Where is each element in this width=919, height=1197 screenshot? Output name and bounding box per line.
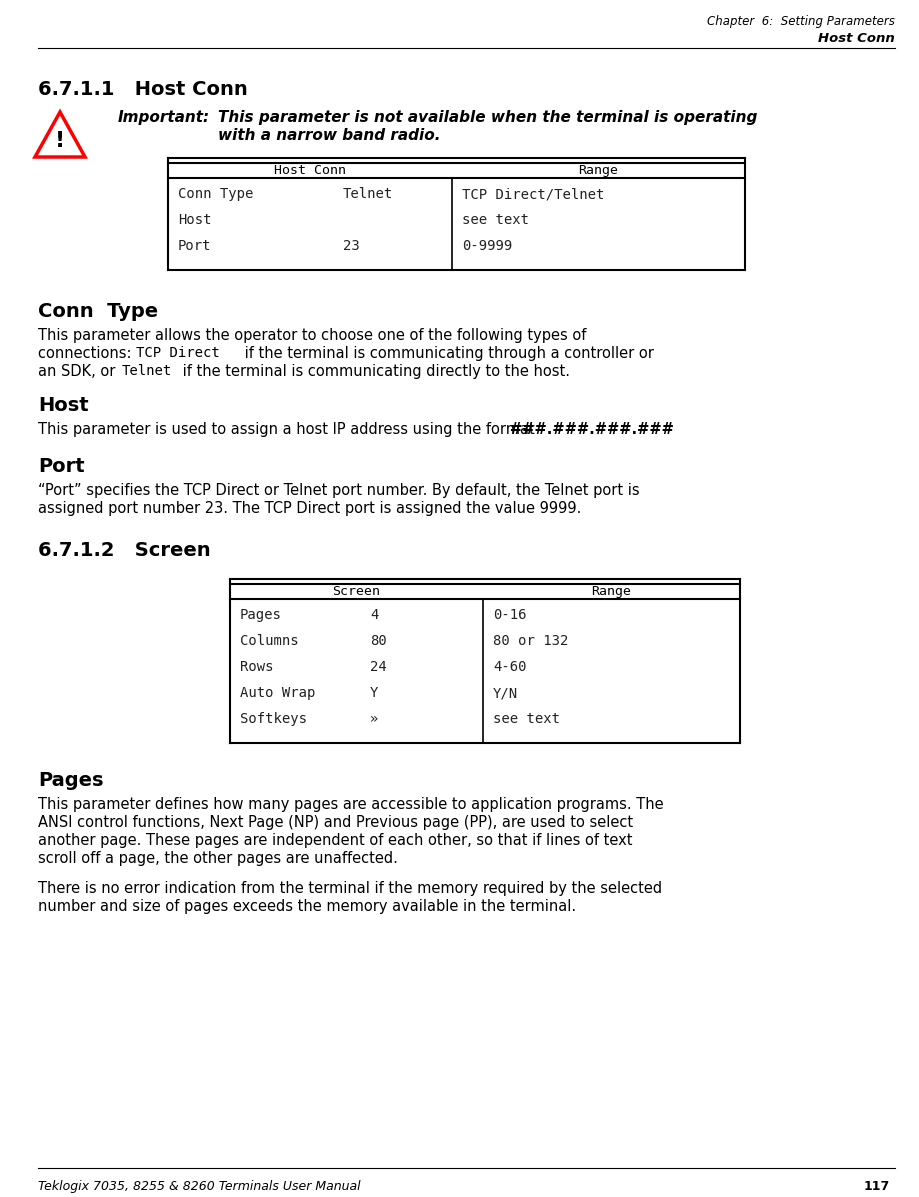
Text: TCP Direct: TCP Direct bbox=[136, 346, 220, 360]
Text: Range: Range bbox=[591, 585, 630, 598]
Polygon shape bbox=[35, 113, 85, 157]
Text: connections:: connections: bbox=[38, 346, 136, 361]
Text: Y/N: Y/N bbox=[493, 686, 517, 700]
Text: another page. These pages are independent of each other, so that if lines of tex: another page. These pages are independen… bbox=[38, 833, 632, 847]
Text: TCP Direct/Telnet: TCP Direct/Telnet bbox=[461, 187, 604, 201]
Text: Host: Host bbox=[38, 396, 88, 415]
Text: ###.###.###.###: ###.###.###.### bbox=[509, 423, 673, 437]
Text: if the terminal is communicating through a controller or: if the terminal is communicating through… bbox=[240, 346, 653, 361]
Text: Columns: Columns bbox=[240, 634, 299, 649]
Text: 23: 23 bbox=[343, 239, 359, 254]
Text: 80: 80 bbox=[369, 634, 386, 649]
Text: There is no error indication from the terminal if the memory required by the sel: There is no error indication from the te… bbox=[38, 881, 662, 897]
Text: »: » bbox=[369, 712, 378, 727]
Text: Host Conn: Host Conn bbox=[817, 32, 894, 45]
Text: Port: Port bbox=[177, 239, 211, 254]
Text: Host: Host bbox=[177, 213, 211, 227]
Text: Auto Wrap: Auto Wrap bbox=[240, 686, 315, 700]
Text: with a narrow band radio.: with a narrow band radio. bbox=[218, 128, 440, 142]
Text: ANSI control functions, Next Page (NP) and Previous page (PP), are used to selec: ANSI control functions, Next Page (NP) a… bbox=[38, 815, 632, 830]
Text: 6.7.1.1   Host Conn: 6.7.1.1 Host Conn bbox=[38, 80, 247, 99]
Text: Softkeys: Softkeys bbox=[240, 712, 307, 727]
Text: This parameter is used to assign a host IP address using the format: This parameter is used to assign a host … bbox=[38, 423, 539, 437]
Text: assigned port number 23. The TCP Direct port is assigned the value 9999.: assigned port number 23. The TCP Direct … bbox=[38, 502, 581, 516]
Text: 117: 117 bbox=[863, 1180, 889, 1193]
Text: This parameter allows the operator to choose one of the following types of: This parameter allows the operator to ch… bbox=[38, 328, 585, 344]
Text: Chapter  6:  Setting Parameters: Chapter 6: Setting Parameters bbox=[707, 16, 894, 28]
Text: This parameter is not available when the terminal is operating: This parameter is not available when the… bbox=[218, 110, 756, 124]
Text: number and size of pages exceeds the memory available in the terminal.: number and size of pages exceeds the mem… bbox=[38, 899, 575, 915]
Text: 0-9999: 0-9999 bbox=[461, 239, 512, 254]
Text: Rows: Rows bbox=[240, 661, 273, 674]
Text: 4: 4 bbox=[369, 608, 378, 622]
Text: Screen: Screen bbox=[332, 585, 380, 598]
Text: Port: Port bbox=[38, 457, 85, 476]
Text: scroll off a page, the other pages are unaffected.: scroll off a page, the other pages are u… bbox=[38, 851, 397, 865]
Text: “Port” specifies the TCP Direct or Telnet port number. By default, the Telnet po: “Port” specifies the TCP Direct or Telne… bbox=[38, 484, 639, 498]
Text: Y: Y bbox=[369, 686, 378, 700]
Text: if the terminal is communicating directly to the host.: if the terminal is communicating directl… bbox=[177, 364, 570, 379]
Text: Pages: Pages bbox=[240, 608, 281, 622]
Text: Range: Range bbox=[578, 164, 618, 177]
Text: 4-60: 4-60 bbox=[493, 661, 526, 674]
Text: see text: see text bbox=[493, 712, 560, 727]
Text: 80 or 132: 80 or 132 bbox=[493, 634, 568, 649]
Text: an SDK, or: an SDK, or bbox=[38, 364, 119, 379]
Text: 6.7.1.2   Screen: 6.7.1.2 Screen bbox=[38, 541, 210, 560]
Text: 0-16: 0-16 bbox=[493, 608, 526, 622]
Text: Important:: Important: bbox=[118, 110, 210, 124]
Text: Conn  Type: Conn Type bbox=[38, 302, 158, 321]
Text: Conn Type: Conn Type bbox=[177, 187, 253, 201]
Text: 24: 24 bbox=[369, 661, 386, 674]
Text: Teklogix 7035, 8255 & 8260 Terminals User Manual: Teklogix 7035, 8255 & 8260 Terminals Use… bbox=[38, 1180, 360, 1193]
Text: Telnet: Telnet bbox=[122, 364, 172, 378]
Text: Telnet: Telnet bbox=[343, 187, 392, 201]
Text: Host Conn: Host Conn bbox=[274, 164, 346, 177]
Text: !: ! bbox=[55, 132, 65, 151]
Text: Pages: Pages bbox=[38, 771, 104, 790]
Text: see text: see text bbox=[461, 213, 528, 227]
Text: This parameter defines how many pages are accessible to application programs. Th: This parameter defines how many pages ar… bbox=[38, 797, 663, 812]
